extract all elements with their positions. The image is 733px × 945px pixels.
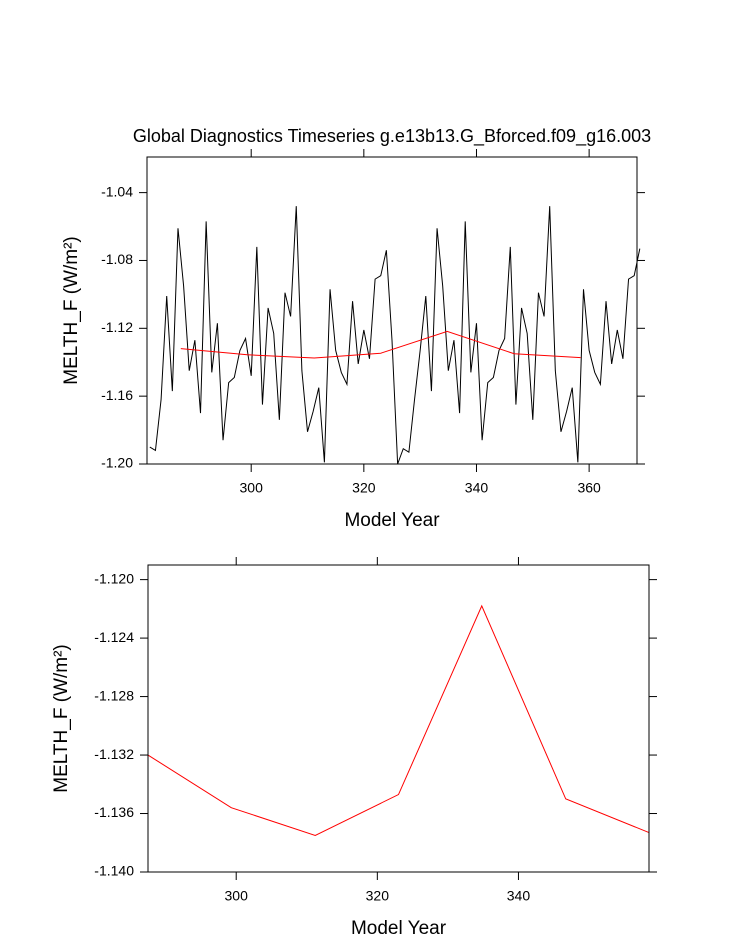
y-tick-label: -1.128	[94, 687, 134, 703]
y-tick-label: -1.16	[101, 387, 133, 403]
x-tick-label: 320	[366, 888, 390, 904]
y-tick-label: -1.04	[101, 183, 133, 199]
x-axis-label: Model Year	[351, 918, 447, 939]
x-tick-label: 360	[577, 480, 601, 496]
y-tick-label: -1.120	[94, 570, 134, 586]
plot-frame	[146, 156, 638, 465]
y-tick-label: -1.08	[101, 251, 133, 267]
x-tick-label: 300	[240, 480, 264, 496]
chart-title: Global Diagnostics Timeseries g.e13b13.G…	[133, 126, 651, 147]
y-tick-label: -1.12	[101, 319, 133, 335]
data-line	[180, 330, 581, 359]
data-line	[147, 604, 650, 836]
y-tick-label: -1.136	[94, 804, 134, 820]
y-tick-label: -1.20	[101, 455, 133, 471]
x-axis-label: Model Year	[344, 510, 440, 531]
y-axis-label: MELTH_F (W/m²)	[61, 236, 82, 384]
x-tick-label: 300	[225, 888, 249, 904]
x-tick-label: 340	[507, 888, 531, 904]
data-line	[149, 206, 641, 465]
x-tick-label: 340	[465, 480, 489, 496]
plot-frame	[147, 564, 650, 873]
y-axis-label: MELTH_F (W/m²)	[51, 644, 72, 792]
y-tick-label: -1.140	[94, 863, 134, 879]
x-tick-label: 320	[352, 480, 376, 496]
y-tick-label: -1.132	[94, 746, 134, 762]
y-tick-label: -1.124	[94, 629, 134, 645]
